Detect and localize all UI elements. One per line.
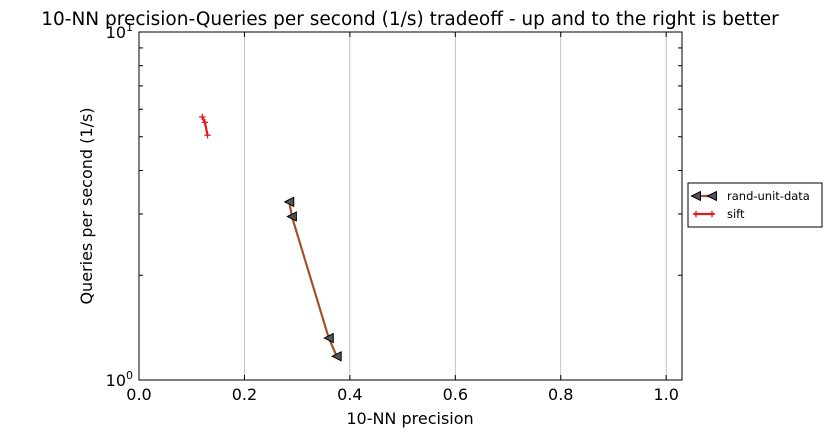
plot-area [138, 31, 683, 381]
series-line [288, 201, 338, 357]
x-tick-label: 1.0 [653, 385, 678, 404]
data-point [199, 113, 206, 121]
y-tick-exponent: 0 [126, 369, 133, 382]
legend-label: rand-unit-data [727, 189, 810, 203]
data-point [331, 350, 342, 362]
y-tick-base: 10 [106, 23, 126, 42]
data-point [286, 211, 297, 222]
x-tick-label: 0.0 [126, 385, 151, 404]
legend-marker [692, 210, 700, 218]
legend-box [687, 182, 823, 228]
legend-label: sift [727, 207, 745, 221]
grid [244, 32, 667, 380]
series-layer [199, 113, 342, 362]
legend-entry: rand-unit-data [690, 189, 810, 203]
x-tick-label: 0.8 [548, 385, 573, 404]
legend-marker [706, 190, 717, 202]
legend: rand-unit-data sift [687, 182, 823, 228]
x-axis-label: 10-NN precision [346, 409, 473, 428]
y-axis-label: Queries per second (1/s) [77, 107, 96, 304]
y-tick-base: 10 [106, 371, 126, 390]
chart-title: 10-NN precision-Queries per second (1/s)… [41, 9, 779, 30]
x-tick-label: 0.2 [232, 385, 257, 404]
data-point [283, 196, 295, 208]
x-tick-label: 0.6 [443, 385, 468, 404]
data-point [201, 119, 209, 126]
x-tick-label: 0.4 [337, 385, 362, 404]
legend-entry: sift [692, 207, 745, 221]
y-tick-label: 101 [106, 21, 133, 42]
y-tick-label: 100 [106, 369, 133, 390]
legend-marker [708, 210, 716, 218]
y-tick-exponent: 1 [126, 21, 133, 34]
data-point [323, 332, 334, 344]
series-sift [199, 113, 211, 139]
legend-marker [690, 190, 701, 202]
series-rand-unit-data [283, 196, 342, 362]
data-point [204, 132, 211, 139]
